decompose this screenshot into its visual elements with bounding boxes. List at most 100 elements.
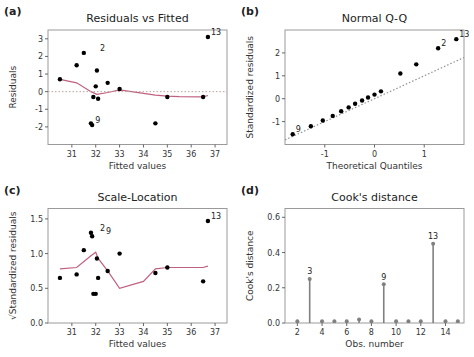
plot-area (58, 219, 210, 296)
figure: 31323334353637-2-101232913Residuals vs F… (0, 0, 474, 357)
point (321, 118, 325, 122)
x-tick-label: 8 (369, 328, 374, 337)
x-tick-label: 36 (186, 150, 196, 159)
x-tick-label: 12 (416, 328, 426, 337)
y-tick-label: 0 (38, 88, 43, 97)
y-tick-label: 0.0 (267, 319, 280, 328)
y-tick (45, 323, 48, 324)
panel-label: (a) (4, 5, 21, 18)
point (90, 234, 94, 238)
y-tick (282, 217, 285, 218)
x-tick-label: 31 (67, 150, 77, 159)
annotation: 9 (95, 116, 100, 125)
x-tick (420, 323, 421, 326)
stem-head (382, 282, 386, 286)
y-tick (282, 287, 285, 288)
point (153, 271, 157, 275)
x-tick (143, 323, 144, 326)
x-tick-label: 0 (372, 150, 377, 159)
stem-head (456, 319, 460, 323)
x-tick (424, 145, 425, 148)
point (201, 95, 205, 99)
stem-head (357, 317, 361, 321)
x-tick (191, 323, 192, 326)
point (454, 37, 458, 41)
plot-frame (285, 30, 464, 145)
x-tick (167, 323, 168, 326)
y-tick (45, 218, 48, 219)
y-tick (45, 56, 48, 57)
y-tick-label: 0 (275, 95, 280, 104)
y-tick (282, 75, 285, 76)
y-tick-label: 2 (275, 49, 280, 58)
x-axis-label: Theoretical Quantiles (326, 161, 423, 171)
point (165, 95, 169, 99)
x-tick (215, 145, 216, 148)
x-tick (143, 145, 144, 148)
title: Residuals vs Fitted (86, 12, 188, 25)
point (74, 272, 78, 276)
point (353, 102, 357, 106)
y-tick (282, 121, 285, 122)
x-tick-label: 35 (162, 328, 172, 337)
y-tick-label: 2 (38, 52, 43, 61)
stem-head (394, 319, 398, 323)
x-tick-label: 2 (295, 328, 300, 337)
y-tick-label: 0.5 (30, 284, 43, 293)
x-axis-label: Fitted values (109, 339, 167, 349)
point (165, 265, 169, 269)
x-tick (167, 145, 168, 148)
x-tick (346, 323, 347, 326)
y-tick-label: 1 (275, 72, 280, 81)
plot-area (285, 37, 464, 140)
stem (432, 244, 434, 323)
annotation: 13 (459, 30, 469, 39)
x-tick-label: 6 (344, 328, 349, 337)
x-tick-label: 1 (422, 150, 427, 159)
point (95, 256, 99, 260)
point (331, 114, 335, 118)
y-tick (282, 52, 285, 53)
x-axis-label: Fitted values (109, 161, 167, 171)
point (379, 89, 383, 93)
panel: 31323334353637-2-101232913Residuals vs F… (4, 5, 227, 171)
point (206, 219, 210, 223)
x-tick-label: 34 (138, 328, 148, 337)
annotation: 9 (381, 273, 386, 282)
x-tick (324, 145, 325, 148)
stem-head (406, 319, 410, 323)
point (366, 95, 370, 99)
annotation: 13 (211, 28, 221, 37)
annotation: 3 (307, 267, 312, 276)
x-axis-label: Obs. number (345, 339, 404, 349)
stem-head (431, 242, 435, 246)
smooth-line (60, 79, 208, 97)
point (94, 292, 98, 296)
y-tick (45, 109, 48, 110)
x-tick (322, 323, 323, 326)
y-tick-label: 3 (38, 35, 43, 44)
annotation: 9 (296, 125, 301, 134)
x-tick (71, 145, 72, 148)
x-tick (119, 323, 120, 326)
panel: 313233343536370.00.51.01.52913Scale-Loca… (4, 184, 227, 350)
title: Scale-Location (97, 191, 177, 204)
point (339, 109, 343, 113)
point (436, 46, 440, 50)
y-tick-label: -2 (35, 123, 43, 132)
x-tick (71, 323, 72, 326)
point (153, 121, 157, 125)
y-tick (45, 38, 48, 39)
y-axis-label: Cook's distance (245, 230, 255, 301)
plot-frame (48, 209, 227, 324)
y-tick-label: 0.0 (30, 319, 43, 328)
plot-frame (48, 30, 227, 145)
y-tick-label: 0.4 (267, 249, 280, 258)
stem-head (332, 319, 336, 323)
point (58, 77, 62, 81)
y-axis-label: Standardized residuals (245, 36, 255, 139)
x-tick-label: 33 (115, 328, 125, 337)
panel-label: (b) (241, 5, 259, 18)
point (82, 51, 86, 55)
x-tick (119, 145, 120, 148)
